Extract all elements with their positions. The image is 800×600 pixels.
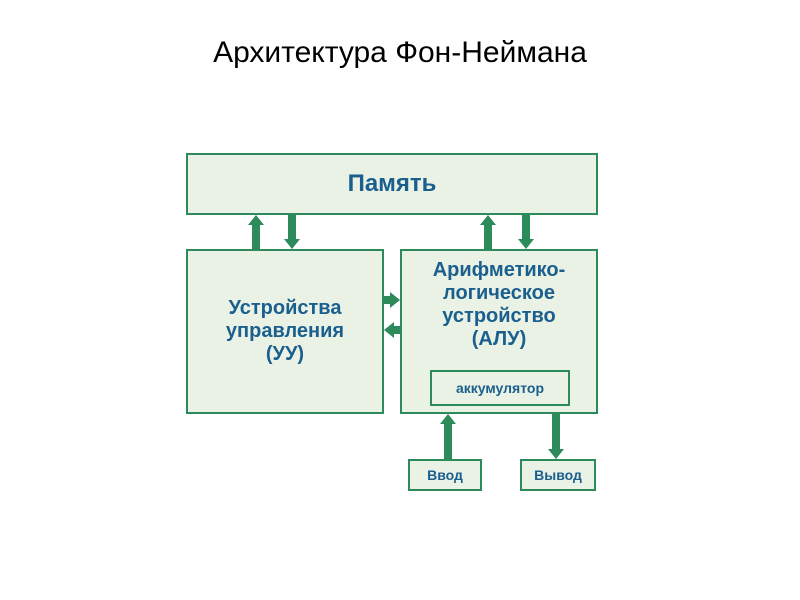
- node-memory: Память: [186, 153, 598, 215]
- node-output-label: Вывод: [534, 467, 582, 483]
- node-accumulator: аккумулятор: [430, 370, 570, 406]
- node-memory-label: Память: [348, 170, 437, 198]
- node-control-unit: Устройствауправления(УУ): [186, 249, 384, 414]
- node-input-label: Ввод: [427, 467, 463, 483]
- diagram-title: Архитектура Фон-Неймана: [0, 36, 800, 70]
- node-output: Вывод: [520, 459, 596, 491]
- diagram-stage: Архитектура Фон-Неймана Память Устройств…: [0, 0, 800, 600]
- node-input: Ввод: [408, 459, 482, 491]
- node-accumulator-label: аккумулятор: [456, 380, 544, 396]
- node-control-unit-label: Устройствауправления(УУ): [226, 297, 344, 366]
- node-alu-label: Арифметико-логическоеустройство(АЛУ): [433, 259, 566, 351]
